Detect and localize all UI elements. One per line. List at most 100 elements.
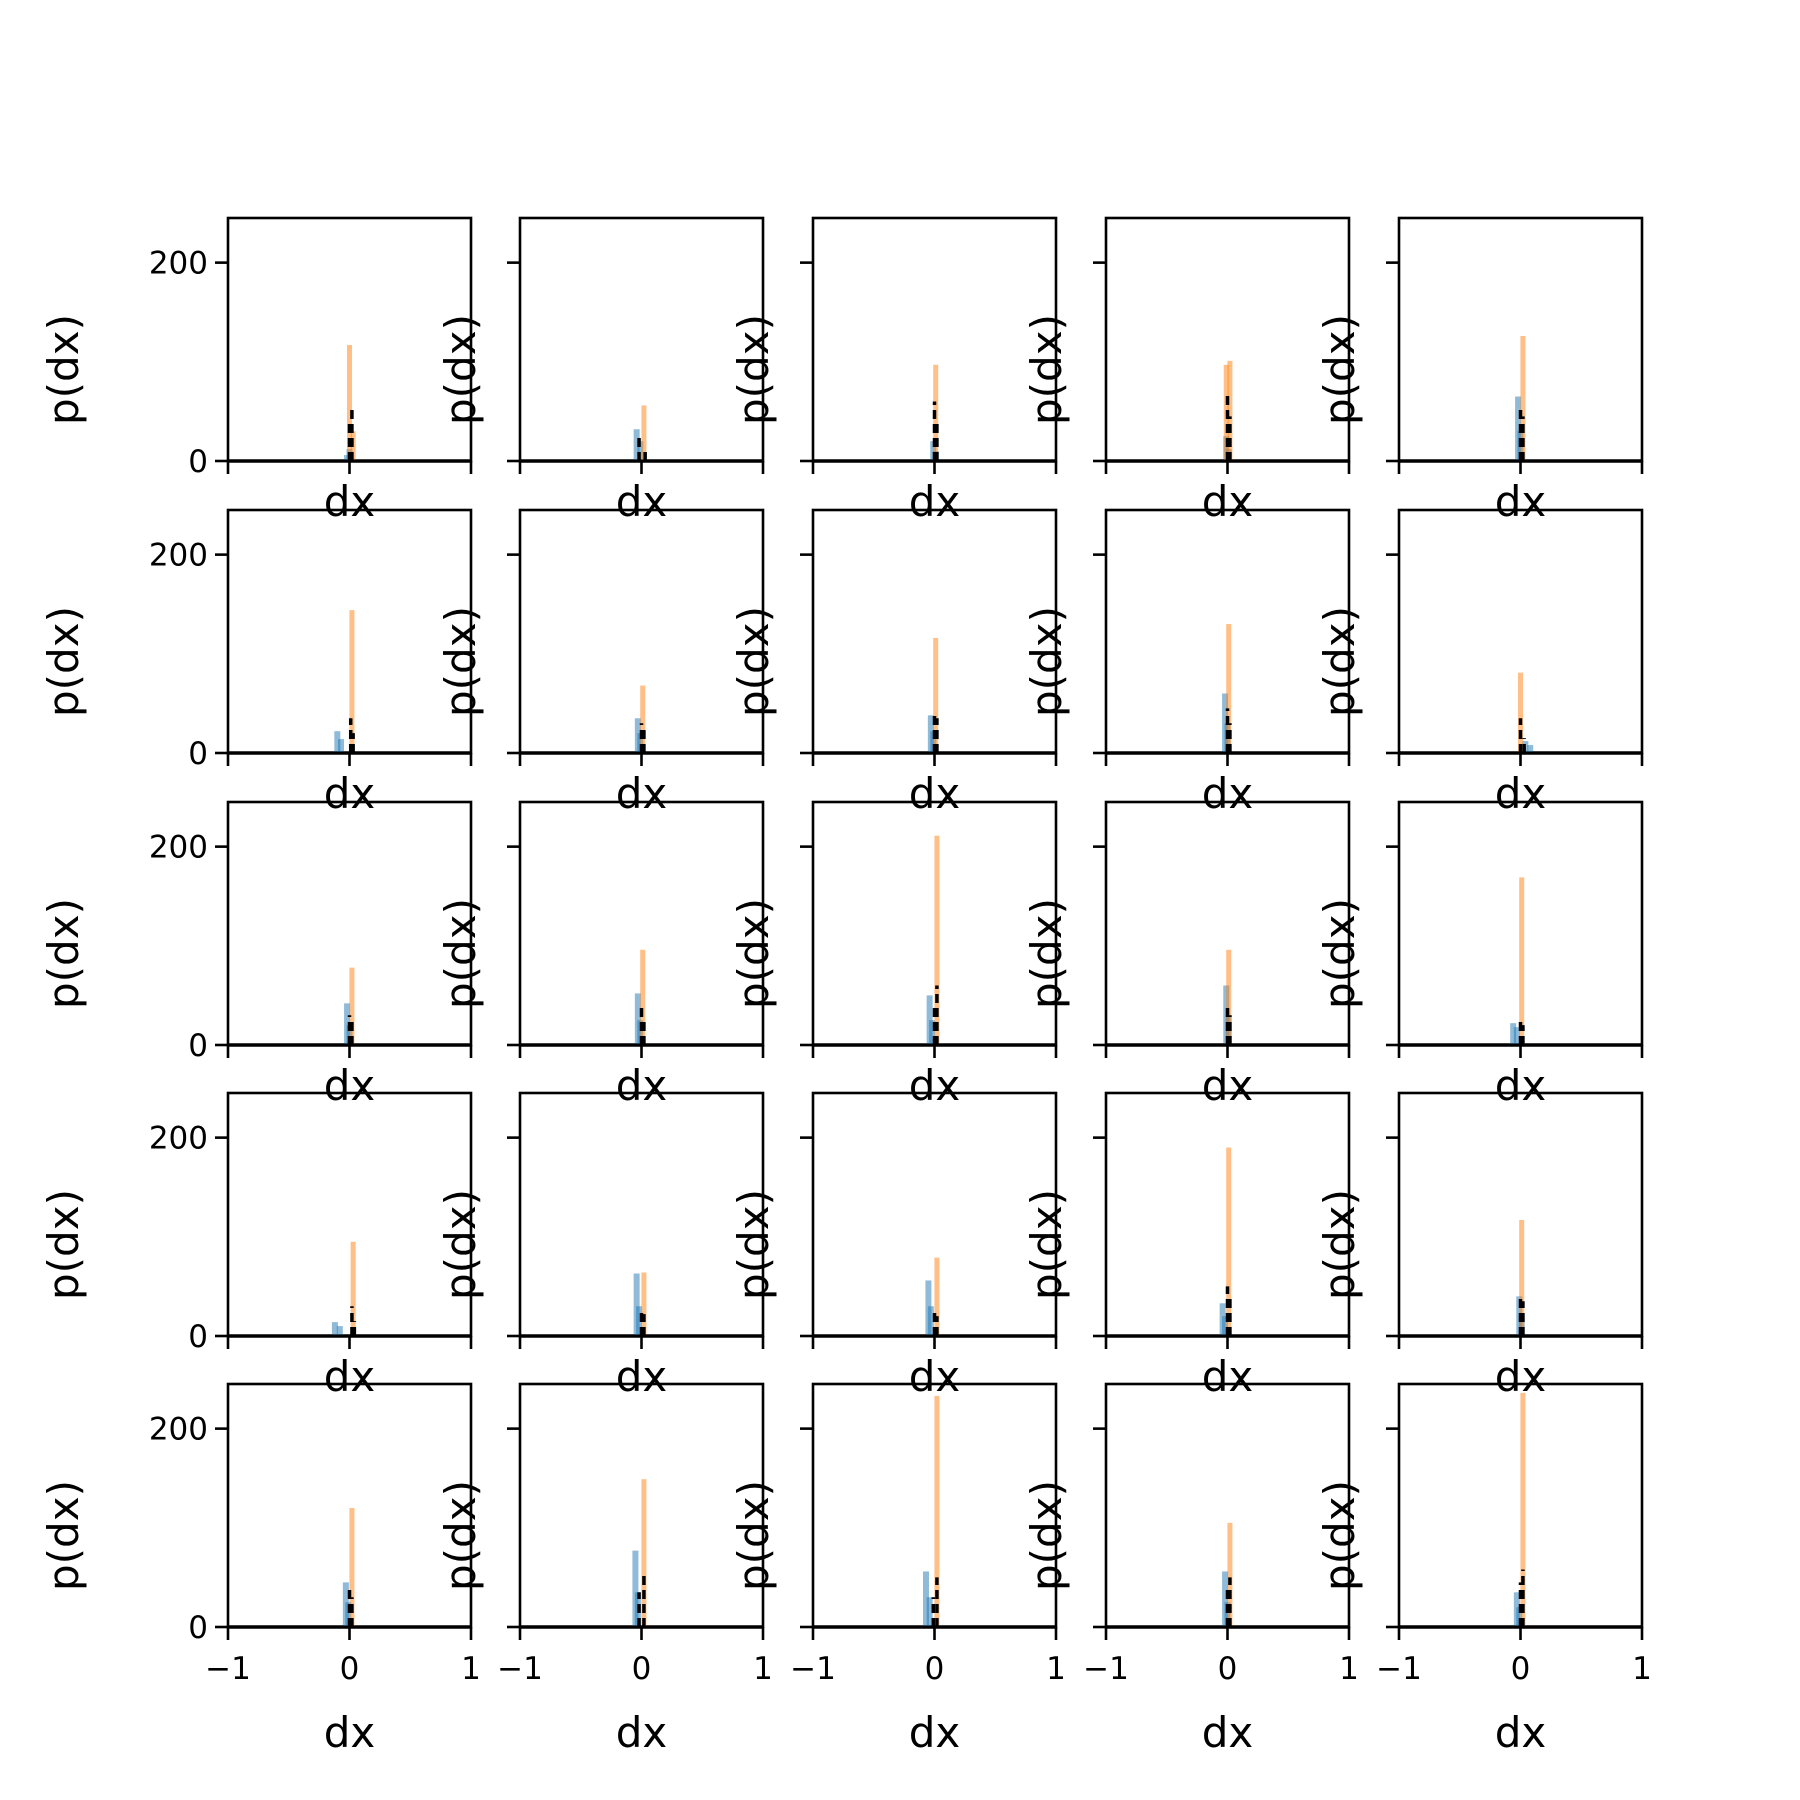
axes-frame — [226, 1091, 473, 1338]
subplot: dx p(dx) — [729, 508, 1058, 818]
orange-bar — [934, 835, 940, 1045]
orange-bar — [1520, 336, 1526, 461]
y-tick-label: 0 — [188, 736, 208, 772]
y-axis-label: p(dx) — [729, 606, 778, 717]
y-axis-label: p(dx) — [39, 898, 88, 1009]
x-tick-label: −1 — [205, 1651, 251, 1687]
orange-bar — [1226, 949, 1232, 1045]
y-axis-label: p(dx) — [729, 1189, 778, 1300]
subplot: −1 0 1 dx p(dx) — [729, 1382, 1066, 1757]
orange-bar — [1519, 1219, 1525, 1336]
blue-bar — [636, 1306, 643, 1336]
x-axis-label: dx — [1495, 1061, 1547, 1110]
x-tick-label: 0 — [340, 1651, 360, 1687]
x-axis-label: dx — [616, 1352, 668, 1401]
y-tick-label: 200 — [149, 1121, 208, 1157]
orange-bar — [1227, 1522, 1233, 1627]
blue-bar — [1516, 1607, 1523, 1627]
x-axis-label: dx — [909, 769, 961, 818]
x-axis-label: dx — [909, 1061, 961, 1110]
subplot: dx p(dx) — [436, 1091, 765, 1401]
y-axis-label: p(dx) — [1022, 606, 1071, 717]
x-tick-label: 1 — [753, 1651, 773, 1687]
y-tick-label: 0 — [188, 1319, 208, 1355]
blue-bar — [926, 1597, 933, 1627]
subplot: dx p(dx) — [436, 508, 765, 818]
x-tick-label: 1 — [1046, 1651, 1066, 1687]
y-axis-label: p(dx) — [436, 898, 485, 1009]
x-tick-label: 0 — [925, 1651, 945, 1687]
subplot: dx p(dx) — [729, 216, 1058, 526]
x-axis-label: dx — [616, 769, 668, 818]
x-axis-label: dx — [616, 477, 668, 526]
blue-bar — [929, 1020, 936, 1045]
y-tick-label: 200 — [149, 538, 208, 574]
subplot: dx p(dx) — [436, 800, 765, 1110]
x-axis-label: dx — [909, 1352, 961, 1401]
orange-bar — [1519, 877, 1525, 1045]
subplot: −1 0 1 dx p(dx) — [1315, 1382, 1652, 1757]
y-axis-label: p(dx) — [436, 606, 485, 717]
blue-bar — [1515, 396, 1522, 461]
orange-bar — [349, 967, 355, 1045]
x-tick-label: 1 — [1632, 1651, 1652, 1687]
blue-bar — [633, 1273, 640, 1336]
y-axis-label: p(dx) — [39, 314, 88, 425]
x-tick-label: −1 — [497, 1651, 543, 1687]
blue-bar — [331, 1322, 338, 1336]
x-axis-label: dx — [324, 1352, 376, 1401]
orange-bar — [640, 949, 646, 1045]
x-tick-label: −1 — [1083, 1651, 1129, 1687]
y-axis-label: p(dx) — [1315, 1189, 1364, 1300]
x-axis-label: dx — [616, 1061, 668, 1110]
orange-bar — [1226, 1147, 1232, 1336]
blue-bar — [637, 441, 644, 461]
subplot: dx p(dx) — [1315, 508, 1644, 818]
orange-bar — [349, 1507, 355, 1627]
subplot: dx 0 200 p(dx) — [39, 800, 473, 1110]
blue-bar — [922, 1571, 929, 1627]
x-tick-label: −1 — [790, 1651, 836, 1687]
blue-bar — [1513, 1027, 1520, 1045]
x-axis-label: dx — [909, 1708, 961, 1757]
x-axis-label: dx — [616, 1708, 668, 1757]
x-axis-label: dx — [324, 769, 376, 818]
subplot: −1 0 1 dx p(dx) — [436, 1382, 773, 1757]
x-axis-label: dx — [1495, 1352, 1547, 1401]
blue-bar — [632, 1550, 639, 1627]
y-tick-label: 200 — [149, 246, 208, 282]
x-tick-label: 1 — [461, 1651, 481, 1687]
blue-bar — [927, 1306, 934, 1336]
x-axis-label: dx — [1495, 477, 1547, 526]
subplot: −1 0 1 dx p(dx) — [1022, 1382, 1359, 1757]
blue-bar — [344, 1003, 351, 1045]
y-tick-label: 0 — [188, 1028, 208, 1064]
orange-bar — [640, 685, 646, 753]
x-axis-label: dx — [1202, 769, 1254, 818]
x-axis-label: dx — [1202, 1352, 1254, 1401]
x-axis-label: dx — [1202, 477, 1254, 526]
orange-bar — [934, 1257, 940, 1336]
subplot: dx p(dx) — [729, 800, 1058, 1110]
blue-bar — [634, 993, 641, 1045]
x-axis-label: dx — [1202, 1061, 1254, 1110]
x-axis-label: dx — [909, 477, 961, 526]
orange-bar — [641, 1479, 647, 1627]
x-axis-label: dx — [1495, 1708, 1547, 1757]
subplot: dx p(dx) — [1022, 800, 1351, 1110]
y-axis-label: p(dx) — [436, 1480, 485, 1591]
y-axis-label: p(dx) — [1022, 1189, 1071, 1300]
subplot: dx p(dx) — [1022, 216, 1351, 526]
y-tick-label: 0 — [188, 444, 208, 480]
orange-bar — [350, 1241, 356, 1336]
orange-bar — [934, 1395, 940, 1627]
subplot: dx p(dx) — [729, 1091, 1058, 1401]
blue-bar — [1222, 1316, 1229, 1336]
orange-bar — [347, 344, 352, 461]
subplot: dx p(dx) — [436, 216, 765, 526]
orange-bar — [1227, 360, 1233, 461]
y-axis-label: p(dx) — [436, 1189, 485, 1300]
x-tick-label: 0 — [1218, 1651, 1238, 1687]
orange-bar — [641, 1272, 647, 1336]
